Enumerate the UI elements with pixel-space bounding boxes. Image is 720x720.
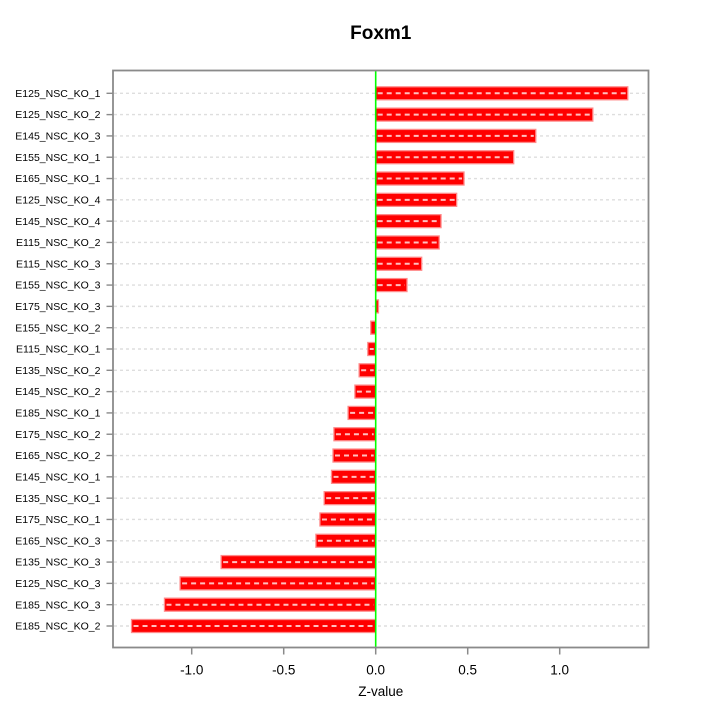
category-label: E115_NSC_KO_1 — [16, 344, 101, 356]
category-label: E185_NSC_KO_3 — [15, 599, 100, 611]
category-label: E155_NSC_KO_3 — [15, 280, 100, 292]
bar — [375, 86, 629, 101]
category-label: E135_NSC_KO_1 — [15, 493, 100, 505]
x-tick-label: 1.0 — [550, 663, 569, 678]
category-label: E145_NSC_KO_3 — [15, 131, 100, 143]
category-label: E185_NSC_KO_2 — [15, 621, 100, 633]
axis-layer: E125_NSC_KO_1 E125_NSC_KO_2 E145_NSC_KO_3 E… — [15, 69, 650, 678]
category-label: E125_NSC_KO_3 — [15, 578, 100, 590]
category-label: E145_NSC_KO_4 — [15, 216, 100, 228]
category-label: E185_NSC_KO_1 — [15, 408, 100, 420]
chart-title: Foxm1 — [350, 23, 412, 44]
category-label: E155_NSC_KO_1 — [15, 152, 100, 164]
x-tick-label: -0.5 — [272, 663, 295, 678]
category-label: E175_NSC_KO_3 — [15, 301, 100, 313]
category-label: E165_NSC_KO_2 — [15, 450, 100, 462]
plot-box — [112, 69, 650, 649]
category-label: E165_NSC_KO_1 — [15, 173, 100, 185]
category-label: E125_NSC_KO_4 — [15, 194, 100, 206]
category-label: E175_NSC_KO_1 — [15, 514, 100, 526]
category-label: E165_NSC_KO_3 — [15, 535, 100, 547]
category-label: E155_NSC_KO_2 — [15, 322, 100, 334]
category-label: E145_NSC_KO_1 — [15, 471, 100, 483]
category-label: E115_NSC_KO_2 — [16, 237, 101, 249]
category-label: E135_NSC_KO_3 — [15, 557, 100, 569]
x-axis-label: Z-value — [358, 684, 403, 699]
category-label: E145_NSC_KO_2 — [15, 386, 100, 398]
category-label: E135_NSC_KO_2 — [15, 365, 100, 377]
bar — [323, 490, 377, 506]
x-tick-label: 0.0 — [366, 663, 385, 678]
bar-layer — [130, 86, 629, 634]
category-label: E125_NSC_KO_2 — [15, 109, 100, 121]
category-label: E175_NSC_KO_2 — [15, 429, 100, 441]
category-label: E115_NSC_KO_3 — [16, 258, 101, 270]
x-tick-label: -1.0 — [180, 663, 203, 678]
category-label: E125_NSC_KO_1 — [15, 88, 100, 100]
x-tick-label: 0.5 — [458, 663, 477, 678]
